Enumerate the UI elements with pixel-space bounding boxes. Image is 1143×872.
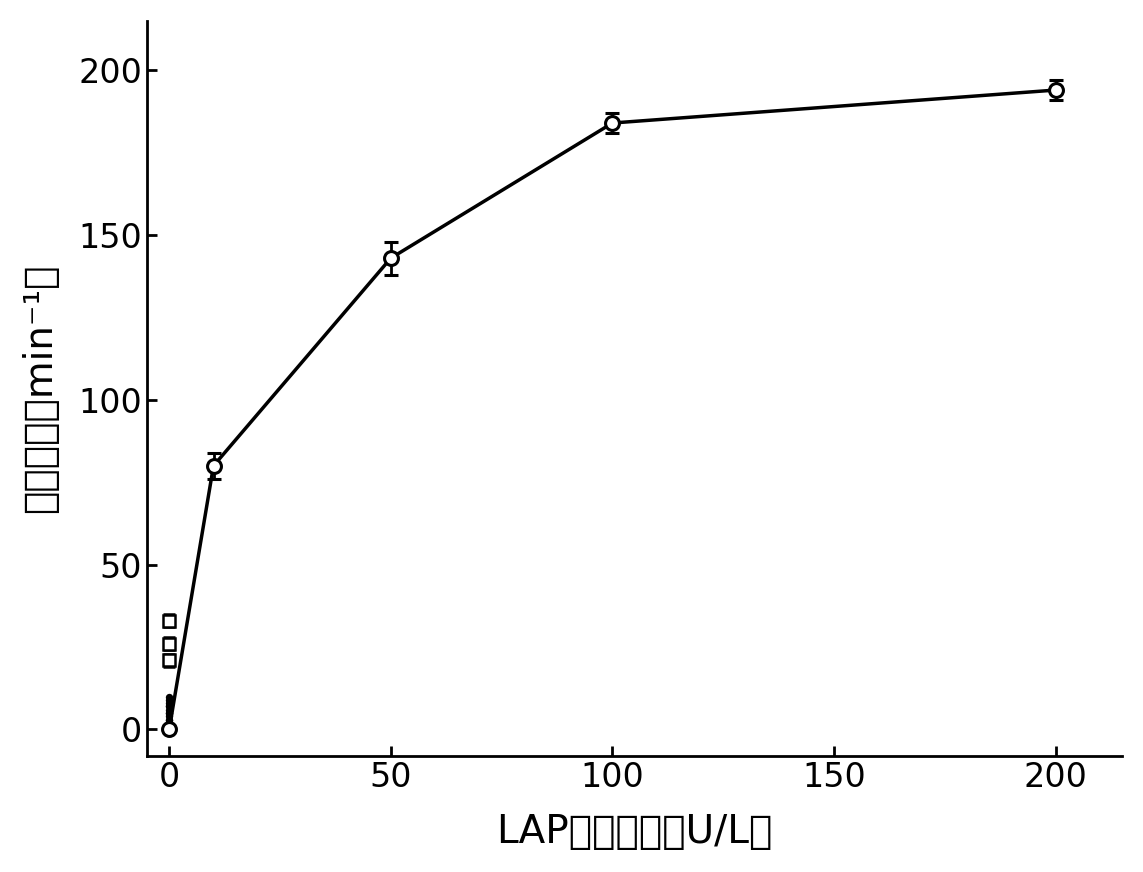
Point bbox=[160, 719, 178, 733]
Point bbox=[160, 699, 178, 713]
Point bbox=[160, 712, 178, 726]
Point bbox=[160, 703, 178, 717]
Point bbox=[160, 716, 178, 730]
Y-axis label: 阻断频率（min⁻¹）: 阻断频率（min⁻¹） bbox=[21, 263, 58, 513]
X-axis label: LAP活性浓度（U/L）: LAP活性浓度（U/L） bbox=[496, 814, 773, 851]
Point bbox=[160, 693, 178, 707]
Point bbox=[160, 696, 178, 710]
Point bbox=[160, 706, 178, 720]
Point bbox=[160, 706, 178, 720]
Point bbox=[160, 712, 178, 726]
Point bbox=[160, 719, 178, 733]
Point bbox=[160, 699, 178, 713]
Point bbox=[160, 690, 178, 704]
Point bbox=[160, 716, 178, 730]
Point bbox=[160, 709, 178, 723]
